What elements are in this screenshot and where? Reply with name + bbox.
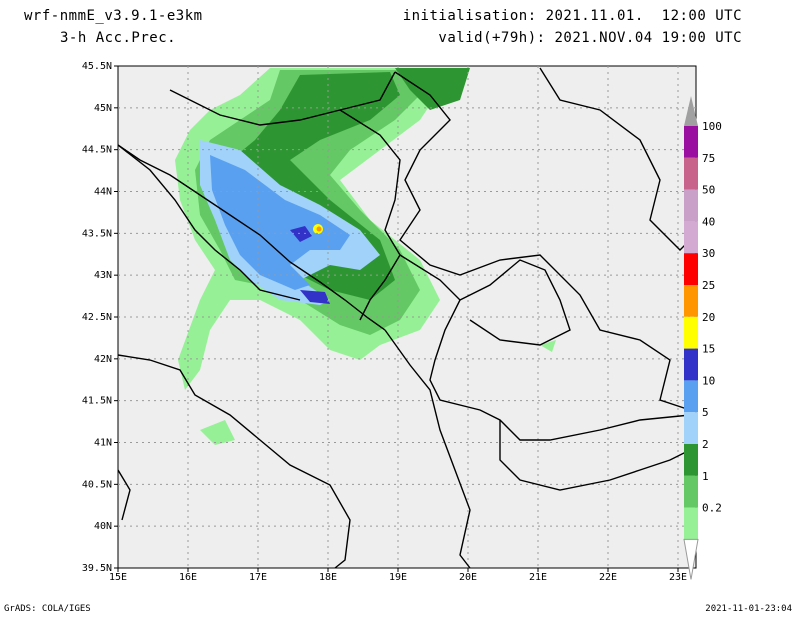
- colorbar-swatch: [684, 253, 698, 285]
- border-slovenia-croatia: [169, 71, 396, 126]
- precip-shading: [175, 68, 556, 445]
- colorbar-label: 50: [702, 184, 715, 197]
- colorbar-top-arrow: [684, 96, 698, 126]
- borders: [117, 67, 691, 569]
- colorbar-label: 10: [702, 374, 715, 387]
- colorbar-label: 1: [702, 470, 709, 483]
- colorbar-label: 25: [702, 279, 715, 292]
- lon-tick-label: 19E: [389, 572, 407, 583]
- lon-tick-label: 16E: [179, 572, 197, 583]
- border-kosovo: [459, 259, 571, 346]
- lat-tick-label: 43.5N: [82, 228, 112, 239]
- lat-tick-label: 44.5N: [82, 145, 112, 156]
- precip-blue: [210, 155, 350, 290]
- grads-credit: GrADS: COLA/IGES: [4, 604, 91, 614]
- colorbar: 100 75 50 40 30 25 20 15 10 5 2 1 0.2: [683, 96, 722, 580]
- valid-time: valid(+79h): 2021.NOV.04 19:00 UTC: [438, 30, 742, 46]
- colorbar-label: 100: [702, 120, 722, 133]
- precip-dark-2: [395, 68, 470, 110]
- lat-tick-label: 41.5N: [82, 396, 112, 407]
- lat-tick-label: 41N: [94, 438, 112, 449]
- lon-tick-label: 21E: [529, 572, 547, 583]
- lat-tick-label: 42N: [94, 354, 112, 365]
- lon-tick-label: 15E: [109, 572, 127, 583]
- lat-tick-label: 43N: [94, 270, 112, 281]
- render-timestamp: 2021-11-01-23:04: [705, 604, 792, 614]
- coastline-albania-greece: [384, 329, 471, 569]
- border-montenegro-albania: [399, 254, 691, 441]
- precip-darkblue: [290, 226, 312, 242]
- lon-tick-label: 18E: [319, 572, 337, 583]
- lon-tick-label: 17E: [249, 572, 267, 583]
- colorbar-label: 20: [702, 311, 715, 324]
- lon-tick-label: 22E: [599, 572, 617, 583]
- colorbar-swatch: [684, 189, 698, 222]
- border-romania-bulgaria: [539, 67, 691, 251]
- colorbar-swatch: [684, 316, 698, 349]
- colorbar-label: 5: [702, 406, 709, 419]
- colorbar-swatch: [684, 412, 698, 444]
- colorbar-label: 75: [702, 152, 715, 165]
- lat-tick-label: 45.5N: [82, 61, 112, 72]
- precip-light-east: [540, 340, 556, 352]
- border-macedonia-greece: [499, 420, 691, 491]
- colorbar-label: 15: [702, 343, 715, 356]
- axis-ticks: 45.5N 45N 44.5N 44N 43.5N 43N 42.5N 42N 41.5N 41N…: [82, 61, 687, 583]
- colorbar-swatch: [684, 444, 698, 476]
- lat-tick-label: 45N: [94, 103, 112, 114]
- init-time: initialisation: 2021.11.01. 12:00 UTC: [402, 8, 742, 24]
- colorbar-swatch: [684, 507, 698, 540]
- colorbar-label: 40: [702, 215, 715, 228]
- lon-tick-label: 23E: [669, 572, 687, 583]
- grid: [118, 66, 696, 568]
- border-serbia: [394, 71, 691, 411]
- colorbar-swatch: [684, 221, 698, 254]
- lat-tick-label: 40N: [94, 521, 112, 532]
- lat-tick-label: 42.5N: [82, 312, 112, 323]
- colorbar-swatch: [684, 126, 698, 158]
- precip-darkblue-2: [300, 290, 330, 304]
- lat-tick-label: 39.5N: [82, 563, 112, 574]
- colorbar-swatch: [684, 475, 698, 508]
- colorbar-swatch: [684, 285, 698, 317]
- precip-light-south: [200, 420, 235, 445]
- colorbar-swatch: [684, 348, 698, 381]
- lat-tick-label: 40.5N: [82, 479, 112, 490]
- lon-tick-label: 20E: [459, 572, 477, 583]
- colorbar-swatch: [684, 380, 698, 413]
- colorbar-label: 30: [702, 247, 715, 260]
- colorbar-bottom-arrow: [683, 538, 699, 580]
- lat-tick-label: 44N: [94, 187, 112, 198]
- field-name: 3-h Acc.Prec.: [60, 30, 177, 46]
- border-bosnia: [339, 109, 401, 321]
- colorbar-label: 0.2: [702, 502, 722, 515]
- colorbar-swatch: [684, 157, 698, 190]
- colorbar-label: 2: [702, 438, 709, 451]
- coastline-croatia: [117, 144, 386, 331]
- precip-core-orange: [316, 226, 322, 232]
- model-name: wrf-nmmE_v3.9.1-e3km: [24, 8, 203, 24]
- coastline-italy: [117, 144, 351, 569]
